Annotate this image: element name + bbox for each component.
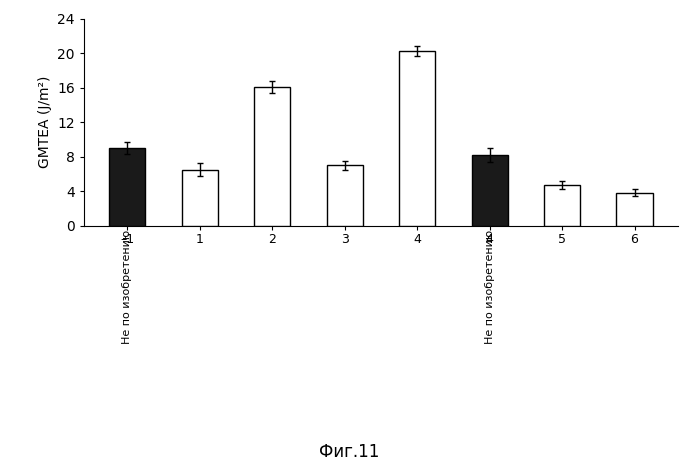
Text: Не по изобретению: Не по изобретению bbox=[122, 230, 132, 345]
Bar bbox=[326, 165, 363, 226]
Bar bbox=[617, 193, 653, 226]
Bar bbox=[109, 148, 145, 226]
Text: Фиг.11: Фиг.11 bbox=[319, 443, 380, 461]
Text: Не по изобретению: Не по изобретению bbox=[484, 230, 495, 345]
Bar bbox=[544, 185, 580, 226]
Bar bbox=[472, 155, 507, 226]
Bar bbox=[254, 87, 290, 226]
Bar bbox=[399, 51, 435, 226]
Y-axis label: GMTEA (J/m²): GMTEA (J/m²) bbox=[38, 76, 52, 168]
Bar bbox=[182, 170, 218, 226]
